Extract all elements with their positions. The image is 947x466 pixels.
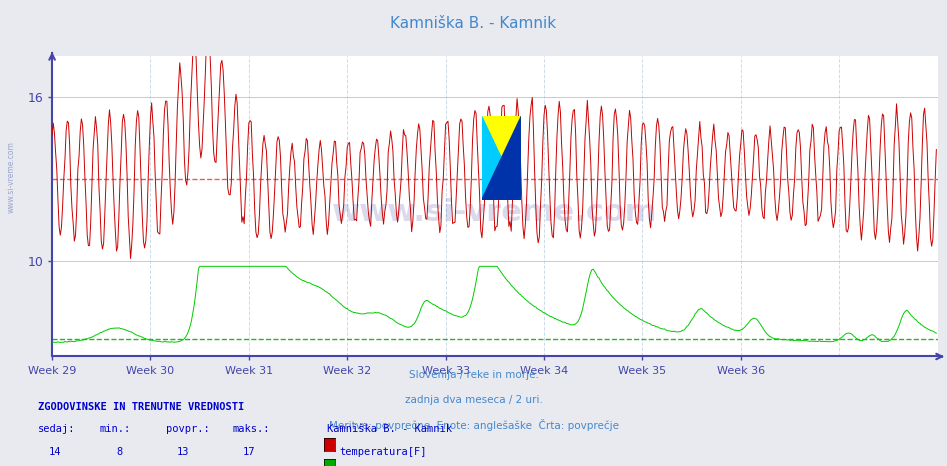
Text: 8: 8 bbox=[116, 447, 123, 457]
Text: sedaj:: sedaj: bbox=[38, 424, 76, 434]
Text: ZGODOVINSKE IN TRENUTNE VREDNOSTI: ZGODOVINSKE IN TRENUTNE VREDNOSTI bbox=[38, 402, 244, 411]
Text: Meritve: povprečne  Enote: anglešaške  Črta: povprečje: Meritve: povprečne Enote: anglešaške Črt… bbox=[329, 419, 618, 431]
Text: www.si-vreme.com: www.si-vreme.com bbox=[7, 141, 16, 213]
Text: Slovenija / reke in morje.: Slovenija / reke in morje. bbox=[408, 370, 539, 380]
Text: Kamniška B. - Kamnik: Kamniška B. - Kamnik bbox=[327, 424, 452, 434]
Text: 13: 13 bbox=[177, 447, 189, 457]
Text: maks.:: maks.: bbox=[232, 424, 270, 434]
Text: povpr.:: povpr.: bbox=[166, 424, 209, 434]
Text: temperatura[F]: temperatura[F] bbox=[339, 447, 426, 457]
Text: Kamniška B. - Kamnik: Kamniška B. - Kamnik bbox=[390, 16, 557, 31]
Text: 17: 17 bbox=[243, 447, 256, 457]
Text: 14: 14 bbox=[49, 447, 62, 457]
Text: min.:: min.: bbox=[99, 424, 131, 434]
Text: www.si-vreme.com: www.si-vreme.com bbox=[332, 198, 657, 227]
Text: zadnja dva meseca / 2 uri.: zadnja dva meseca / 2 uri. bbox=[404, 395, 543, 404]
